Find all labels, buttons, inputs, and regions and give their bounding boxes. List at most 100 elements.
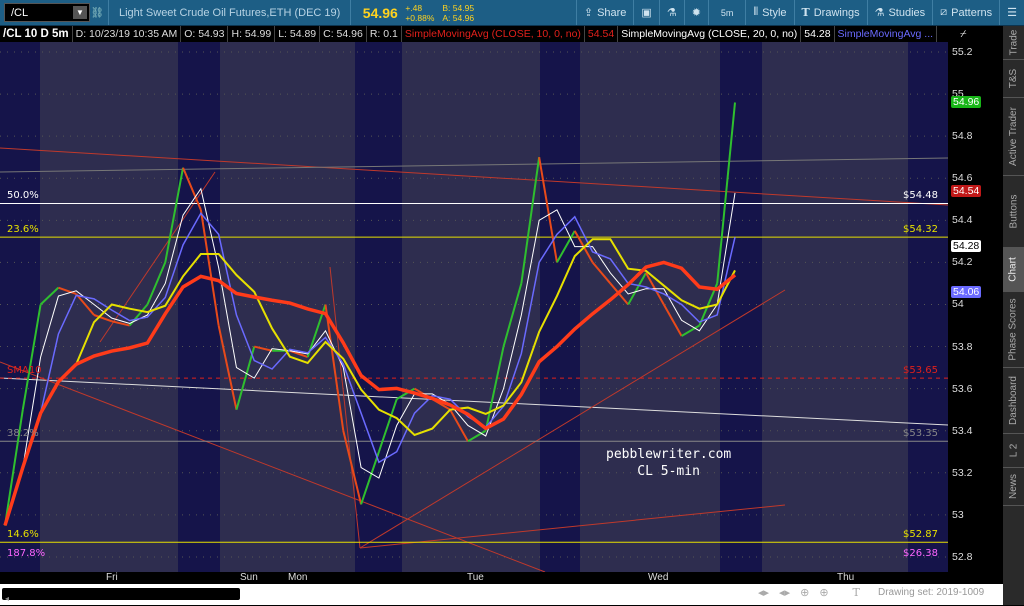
drawings-button[interactable]: T Drawings: [793, 0, 867, 25]
price-bar: [93, 314, 113, 323]
crosshair-icon[interactable]: ⊕: [800, 587, 810, 599]
side-tab-dashboard[interactable]: Dashboard: [1003, 368, 1024, 434]
patterns-button[interactable]: ⧄ Patterns: [932, 0, 999, 25]
symbol-input[interactable]: /CL ▼: [4, 3, 90, 22]
price-tick: 53.2: [952, 466, 973, 479]
side-tab-chart[interactable]: ChartChart: [1003, 248, 1024, 292]
chart-footer: ◂ ◂▸ ◂▸ ⊕ ⊕ T Drawing set: 2019-1009: [0, 584, 1003, 605]
price-tick: 55.2: [952, 46, 973, 58]
message-button[interactable]: ▣: [633, 0, 658, 25]
study-label-sma10[interactable]: SimpleMovingAvg (CLOSE, 10, 0, no): [402, 26, 585, 42]
price-axis[interactable]: 55.2 55 54.8 54.6 54.4 54.2 54 53.8 53.6 53.4 53.2…: [948, 42, 1003, 572]
side-tab-trade[interactable]: Trade: [1003, 26, 1024, 60]
night-session-band: [908, 42, 948, 572]
share-button[interactable]: ⇪ Share: [575, 0, 634, 25]
study-label-sma20[interactable]: SimpleMovingAvg (CLOSE, 20, 0, no): [618, 26, 802, 42]
night-session-band: [355, 42, 402, 572]
price-bar: [39, 286, 60, 306]
side-tab-phase-scores[interactable]: Phase Scores: [1003, 292, 1024, 368]
price-tick: 54.2: [952, 256, 973, 269]
price-bar: [502, 283, 523, 347]
style-button[interactable]: ⫴ Style: [745, 0, 793, 25]
price-bar: [289, 349, 309, 359]
bar-open: O: 54.93: [181, 26, 229, 42]
trend-line: [359, 504, 786, 549]
price-bar: [199, 209, 220, 326]
pan-icon[interactable]: ◂▸: [779, 587, 791, 599]
chart-title: /CL 10 D 5m: [0, 26, 73, 42]
time-label: Tue: [467, 572, 484, 583]
price-tick: 53: [952, 508, 964, 521]
price-tick: 53.4: [952, 424, 973, 437]
price-badge: 54.54: [951, 184, 982, 197]
night-session-band: [178, 42, 220, 572]
price-bar: [164, 167, 185, 263]
chart-info-bar: /CL 10 D 5m D: 10/23/19 10:35 AM O: 54.9…: [0, 26, 1024, 42]
side-tab-label: Chart: [1008, 257, 1020, 282]
bar-high: H: 54.99: [228, 26, 276, 42]
price-bar: [484, 346, 505, 431]
top-toolbar: /CL ▼ ⛓ Light Sweet Crude Oil Futures,ETH…: [0, 0, 1024, 26]
zoom-icon[interactable]: ⊕: [819, 587, 829, 599]
flask-icon: ⚗: [874, 7, 885, 19]
time-label: Sun: [240, 572, 258, 583]
bar-close: C: 54.96: [320, 26, 367, 42]
side-tab-label: L 2: [1008, 443, 1019, 458]
last-price: 54.96: [362, 4, 398, 21]
side-tab-l-2[interactable]: L 2: [1003, 434, 1024, 468]
side-tab-active-trader[interactable]: Active Trader: [1003, 98, 1024, 176]
studies-button[interactable]: ⚗ Studies: [866, 0, 933, 25]
menu-icon: ☰: [1007, 7, 1017, 19]
price-chart[interactable]: pebblewriter.com CL 5-min 50.0% $54.48 23.6…: [0, 42, 948, 572]
scroll-arrows-icon[interactable]: ◂▸: [758, 587, 770, 599]
watermark: pebblewriter.com CL 5-min: [606, 447, 732, 479]
side-tab-label: Buttons: [1008, 194, 1020, 229]
price-bar: [235, 346, 256, 410]
price-bar: [467, 429, 487, 443]
moving-average-line: [3, 260, 737, 526]
night-session-band: [720, 42, 762, 572]
chevron-down-icon[interactable]: ▼: [73, 6, 87, 19]
trend-line: [0, 147, 948, 206]
price-bar: [556, 230, 576, 263]
price-bar: [146, 262, 167, 305]
side-tab-label: Dashboard: [1008, 376, 1020, 425]
side-tab-label: Trade: [1008, 29, 1020, 56]
bar-date: D: 10/23/19 10:35 AM: [73, 26, 182, 42]
side-tab-buttons[interactable]: Buttons: [1003, 176, 1024, 248]
study-label-sma-blue[interactable]: SimpleMovingAvg ...: [835, 26, 938, 42]
trend-line: [0, 377, 948, 426]
text-t-icon[interactable]: T: [852, 586, 860, 599]
study-value-sma20: 54.28: [801, 26, 835, 42]
side-tab-label: News: [1008, 473, 1020, 500]
share-icon: ⇪: [583, 7, 594, 19]
link-icon[interactable]: ⛓: [90, 7, 104, 19]
bar-range: R: 0.1: [367, 26, 402, 42]
side-tabs: Trade T&S Active Trader Buttons ChartChart Ph…: [1003, 26, 1024, 605]
chart-toggle-icon[interactable]: ⌿: [960, 28, 967, 40]
candles-icon: ⫴: [753, 6, 759, 18]
trend-line: [359, 289, 786, 549]
level-price-label: $53.65: [903, 365, 938, 377]
horizontal-scrollbar[interactable]: ◂: [2, 588, 240, 603]
price-bar: [324, 304, 345, 431]
price-bar: [396, 387, 416, 401]
level-price-label: $52.87: [903, 529, 938, 541]
time-label: Thu: [837, 572, 855, 583]
moving-average-line: [4, 238, 736, 526]
price-bar: [449, 409, 469, 442]
settings-button[interactable]: ✹: [683, 0, 708, 25]
price-bar: [111, 320, 130, 327]
level-price-label: $26.38: [903, 548, 938, 560]
price-bar: [58, 286, 77, 295]
price-tick: 52.8: [952, 550, 973, 563]
side-tab-t-s[interactable]: T&S: [1003, 60, 1024, 98]
trend-line: [329, 266, 361, 549]
menu-button[interactable]: ☰: [999, 0, 1024, 25]
level-price-label: $54.48: [903, 190, 938, 202]
flask-button[interactable]: ⚗: [658, 0, 684, 25]
price-tick: 54.4: [952, 214, 973, 227]
drawing-set-selector[interactable]: Drawing set: 2019-1009: [878, 587, 985, 598]
side-tab-news[interactable]: News: [1003, 468, 1024, 506]
timeframe-button[interactable]: 5m: [707, 0, 746, 25]
